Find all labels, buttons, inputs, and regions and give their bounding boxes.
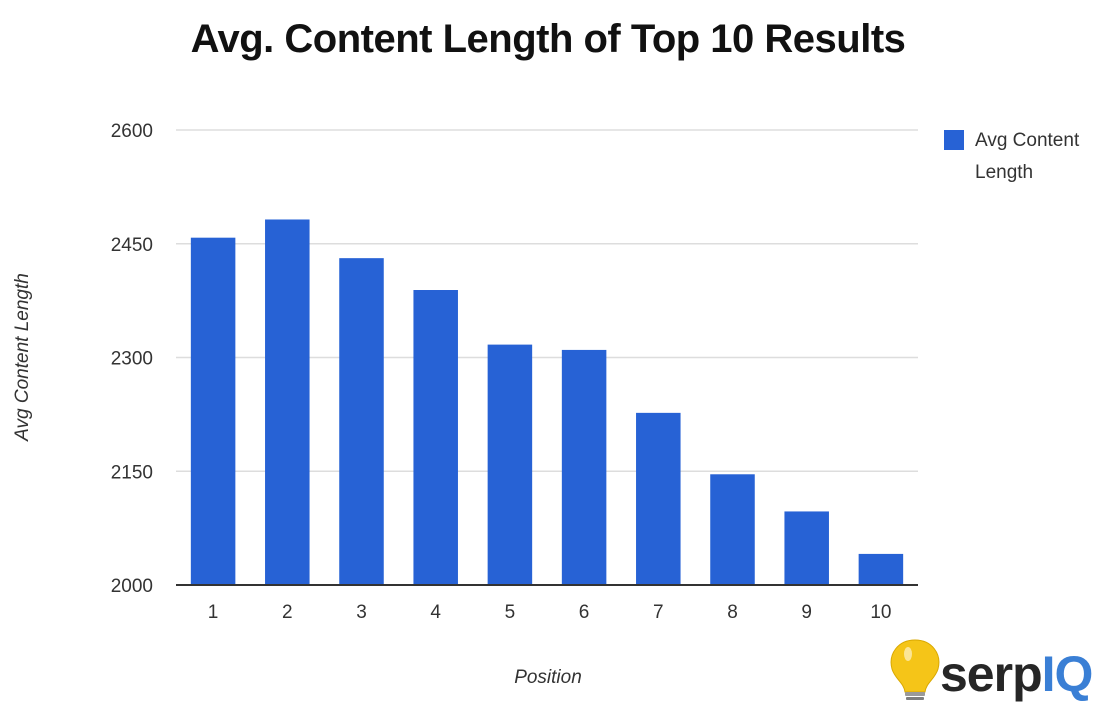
bar: [784, 511, 829, 585]
legend-swatch: [944, 130, 964, 150]
x-axis-ticks: 1 2 3 4 5 6 7 8 9 10: [208, 602, 892, 623]
bar: [190, 237, 236, 585]
x-tick-label: 1: [208, 602, 219, 623]
x-tick-label: 6: [579, 602, 590, 623]
y-tick-label: 2300: [111, 349, 153, 370]
bar: [339, 258, 384, 585]
bar-series: [176, 219, 918, 586]
x-tick-label: 10: [870, 602, 891, 623]
brand-wordmark: serpIQ: [940, 646, 1092, 702]
y-tick-label: 2000: [111, 576, 153, 597]
legend-label-line-2: Length: [975, 162, 1033, 183]
y-axis-ticks: 2000 2150 2300 2450 2600: [111, 121, 153, 597]
y-tick-label: 2600: [111, 121, 153, 142]
x-tick-label: 8: [727, 602, 738, 623]
x-tick-label: 9: [801, 602, 812, 623]
x-tick-label: 2: [282, 602, 293, 623]
x-tick-label: 7: [653, 602, 664, 623]
bar: [710, 474, 755, 585]
y-axis-title: Avg Content Length: [12, 273, 33, 442]
brand-logo: serpIQ: [890, 639, 1093, 702]
chart-title: Avg. Content Length of Top 10 Results: [191, 17, 906, 61]
x-tick-label: 3: [356, 602, 367, 623]
bar: [487, 344, 533, 585]
bar: [265, 219, 310, 585]
legend-label-line-1: Avg Content: [975, 130, 1080, 151]
x-axis-title: Position: [514, 667, 582, 688]
y-tick-label: 2150: [111, 462, 153, 483]
lightbulb-icon: [890, 639, 940, 700]
y-tick-label: 2450: [111, 235, 153, 256]
bar: [561, 349, 607, 585]
bar: [413, 290, 458, 585]
bar: [858, 553, 904, 585]
x-tick-label: 4: [430, 602, 441, 623]
x-tick-label: 5: [505, 602, 516, 623]
legend: Avg Content Length: [944, 130, 1080, 183]
bar: [636, 412, 681, 585]
